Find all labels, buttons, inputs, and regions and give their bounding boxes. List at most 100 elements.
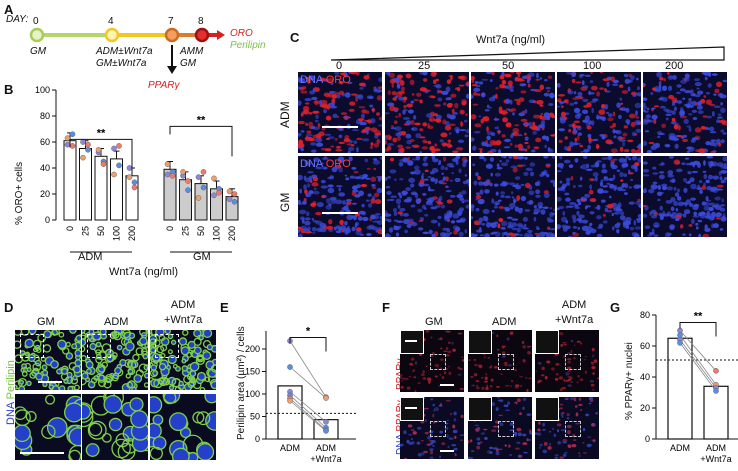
b-xtick-label: 50 <box>96 226 106 236</box>
b-ytick-label: 40 <box>40 163 50 173</box>
c-col-0: 0 <box>336 60 343 72</box>
chart-b-xlabel: Wnt7a (ng/ml) <box>109 266 179 278</box>
e-ytick-label: 100 <box>245 389 260 399</box>
d-micrograph-bottom-1 <box>82 394 148 460</box>
e-xtick-label: ADM <box>316 443 336 453</box>
f-zoom-box <box>565 421 581 437</box>
f-zoom-box <box>430 354 446 370</box>
b-ytick-label: 80 <box>40 111 50 121</box>
b-point <box>211 175 217 182</box>
b-point <box>200 169 207 175</box>
d-micrograph-top-1 <box>82 330 148 390</box>
b-sig-bracket <box>169 125 233 157</box>
b-xtick-label: 50 <box>196 226 206 236</box>
chart-b-ylabel: % ORO+ cells <box>14 161 25 225</box>
f-zoom-box <box>498 354 514 370</box>
day-4: 4 <box>108 16 114 27</box>
e-ytick-label: 0 <box>255 434 260 444</box>
e-xtick-label: ADM <box>280 443 300 453</box>
d-scalebar-bottom <box>20 452 64 454</box>
amm-label: AMM <box>180 46 204 57</box>
b-bar <box>179 179 192 221</box>
b-point <box>164 171 171 178</box>
b-point <box>185 178 191 184</box>
c-wedge <box>330 46 725 61</box>
b-point <box>195 174 202 180</box>
c-micrograph-0-4 <box>643 72 727 153</box>
b-point <box>226 196 233 202</box>
g-ytick-label: 0 <box>645 434 650 444</box>
e-xtick-label: +Wnt7a <box>310 454 341 464</box>
c-scalebar-adm <box>322 126 358 128</box>
f-col-gm: GM <box>425 316 443 328</box>
panel-label-e: E <box>220 300 229 315</box>
chart-e-ylabel: Perilipin area (µm²) / cells <box>236 326 247 440</box>
panel-label-f: F <box>382 300 390 315</box>
e-sig-bracket <box>289 336 327 352</box>
b-point <box>111 171 117 178</box>
g-ytick-label: 20 <box>640 403 650 413</box>
b-bar <box>110 158 123 221</box>
g-xtick-label: ADM <box>670 443 690 453</box>
day8-node <box>194 27 210 43</box>
b-xtick-label: 200 <box>227 226 237 241</box>
panel-label-g: G <box>610 300 621 315</box>
d-micrograph-bottom-2 <box>150 394 216 460</box>
b-sig-label: ** <box>197 114 206 126</box>
f-scalebar-inset-2 <box>405 407 417 409</box>
b-xtick-label: 0 <box>165 226 175 231</box>
day-label: DAY: <box>6 14 29 25</box>
c-stain-adm: DNA ORO <box>300 74 351 86</box>
g-pair-line <box>679 339 717 389</box>
g-bar <box>703 385 729 440</box>
g-ytick-label: 80 <box>640 310 650 320</box>
b-ytick-label: 20 <box>40 189 50 199</box>
d-col-adm: ADM <box>104 316 129 328</box>
c-title: Wnt7a (ng/ml) <box>476 34 546 46</box>
b-point <box>111 145 117 152</box>
b-point <box>116 162 122 169</box>
gm2-label: GM <box>180 58 197 69</box>
b-xtick-label: 0 <box>65 226 75 231</box>
f-zoom-box <box>430 421 446 437</box>
b-point <box>180 169 186 175</box>
b-bar <box>63 140 77 221</box>
b-point <box>211 192 217 199</box>
b-point <box>100 161 107 167</box>
b-xtick-label: 100 <box>212 226 222 241</box>
c-micrograph-1-0 <box>298 156 382 237</box>
chart-b: 0 20 40 60 80 100 0 25 50 100 200 0 25 50 100 200 ** ** <box>35 85 239 253</box>
chart-g-ylabel: % PPARγ+ nuclei <box>624 342 635 420</box>
e-pair-line <box>289 395 327 429</box>
c-col-4: 200 <box>665 60 684 72</box>
b-point <box>64 135 71 141</box>
b-point <box>95 147 102 153</box>
e-ytick-label: 150 <box>245 367 260 377</box>
timeline-diagram <box>29 27 225 74</box>
gm-wnt-label: GM±Wnt7a <box>96 58 147 69</box>
b-xtick-label: 200 <box>127 226 137 241</box>
g-xtick-label: ADM <box>706 443 726 453</box>
e-point <box>287 364 293 370</box>
day-8: 8 <box>198 16 204 27</box>
c-micrograph-1-1 <box>385 156 469 237</box>
d-col-gm: GM <box>37 316 55 328</box>
f-scalebar-inset <box>405 340 417 342</box>
c-col-2: 50 <box>502 60 515 72</box>
b-sig-bracket <box>69 138 133 170</box>
b-point <box>69 131 76 138</box>
f-scalebar-bottom <box>440 450 454 452</box>
b-point <box>64 141 71 148</box>
c-stain-gm: DNA ORO <box>300 158 351 170</box>
f-inset <box>468 330 492 354</box>
d-micrograph-top-0 <box>15 330 81 390</box>
d-scalebar-top <box>38 381 62 383</box>
b-point <box>69 143 76 149</box>
b-point <box>164 161 171 167</box>
g-point <box>713 388 719 394</box>
g-pair-line <box>679 330 717 372</box>
d-col-adm-wnt: ADM +Wnt7a <box>164 299 203 326</box>
f-zoom-box <box>498 421 514 437</box>
